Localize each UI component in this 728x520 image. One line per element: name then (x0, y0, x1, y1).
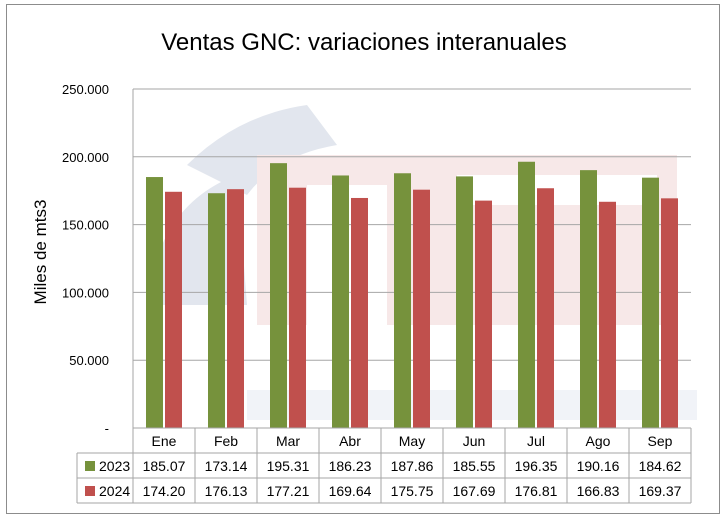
bar-2024-sep (661, 198, 678, 428)
y-tick-label: 100.000 (62, 285, 109, 300)
data-label: 190.16 (577, 458, 620, 474)
x-tick-label: Abr (339, 433, 361, 449)
bar-2024-may (413, 189, 430, 428)
chart-title: Ventas GNC: variaciones interanuales (161, 29, 567, 56)
y-tick-label: 250.000 (62, 82, 109, 97)
bar-2023-jul (518, 161, 535, 429)
x-tick-label: Mar (276, 433, 300, 449)
bar-2023-sep (642, 177, 659, 428)
data-label: 186.23 (329, 458, 372, 474)
bar-chart: Ventas GNC: variaciones interanuales Mil… (31, 29, 697, 504)
y-tick-label: - (105, 421, 109, 436)
chart-frame: Ventas GNC: variaciones interanuales Mil… (6, 4, 720, 514)
bar-2024-ene (165, 191, 182, 428)
data-label: 167.69 (453, 483, 496, 499)
data-label: 187.86 (391, 458, 434, 474)
legend-swatch-2024 (85, 486, 95, 496)
y-axis-label: Miles de mts3 (31, 200, 50, 305)
y-tick-label: 50.000 (69, 353, 109, 368)
bar-2024-ago (599, 201, 616, 428)
data-label: 174.20 (143, 483, 186, 499)
data-label: 169.37 (639, 483, 682, 499)
data-label: 185.55 (453, 458, 496, 474)
bar-2023-may (394, 173, 411, 428)
data-label: 175.75 (391, 483, 434, 499)
bar-2024-abr (351, 197, 368, 428)
x-tick-label: Sep (648, 433, 673, 449)
bar-2024-feb (227, 189, 244, 428)
data-label: 196.35 (515, 458, 558, 474)
data-label: 166.83 (577, 483, 620, 499)
data-label: 184.62 (639, 458, 682, 474)
x-tick-label: Jun (463, 433, 486, 449)
legend-swatch-2023 (85, 461, 95, 471)
bar-2024-jul (537, 188, 554, 428)
bar-2024-mar (289, 187, 306, 428)
data-label: 176.81 (515, 483, 558, 499)
bar-2023-feb (208, 193, 225, 428)
legend-label-2024: 2024 (99, 483, 130, 499)
y-tick-labels: - 50.000 100.000 150.000 200.000 250.000 (62, 82, 109, 436)
legend-label-2023: 2023 (99, 458, 130, 474)
data-label: 173.14 (205, 458, 248, 474)
x-tick-label: Jul (527, 433, 545, 449)
bar-2023-ago (580, 170, 597, 428)
x-tick-label: Ene (152, 433, 177, 449)
x-tick-label: Feb (214, 433, 238, 449)
data-label: 176.13 (205, 483, 248, 499)
bar-2023-jun (456, 176, 473, 428)
data-label: 169.64 (329, 483, 372, 499)
data-table: Ene Feb Mar Abr May Jun Jul Ago Sep 2023 185.07 173… (76, 427, 692, 504)
y-tick-label: 150.000 (62, 218, 109, 233)
bar-2023-abr (332, 175, 349, 428)
data-label: 177.21 (267, 483, 310, 499)
bar-2024-jun (475, 200, 492, 428)
x-tick-label: May (399, 433, 425, 449)
bar-2023-ene (146, 177, 163, 428)
data-label: 195.31 (267, 458, 310, 474)
data-label: 185.07 (143, 458, 186, 474)
bars (146, 161, 678, 429)
y-tick-label: 200.000 (62, 150, 109, 165)
x-tick-label: Ago (586, 433, 611, 449)
bar-2023-mar (270, 163, 287, 428)
